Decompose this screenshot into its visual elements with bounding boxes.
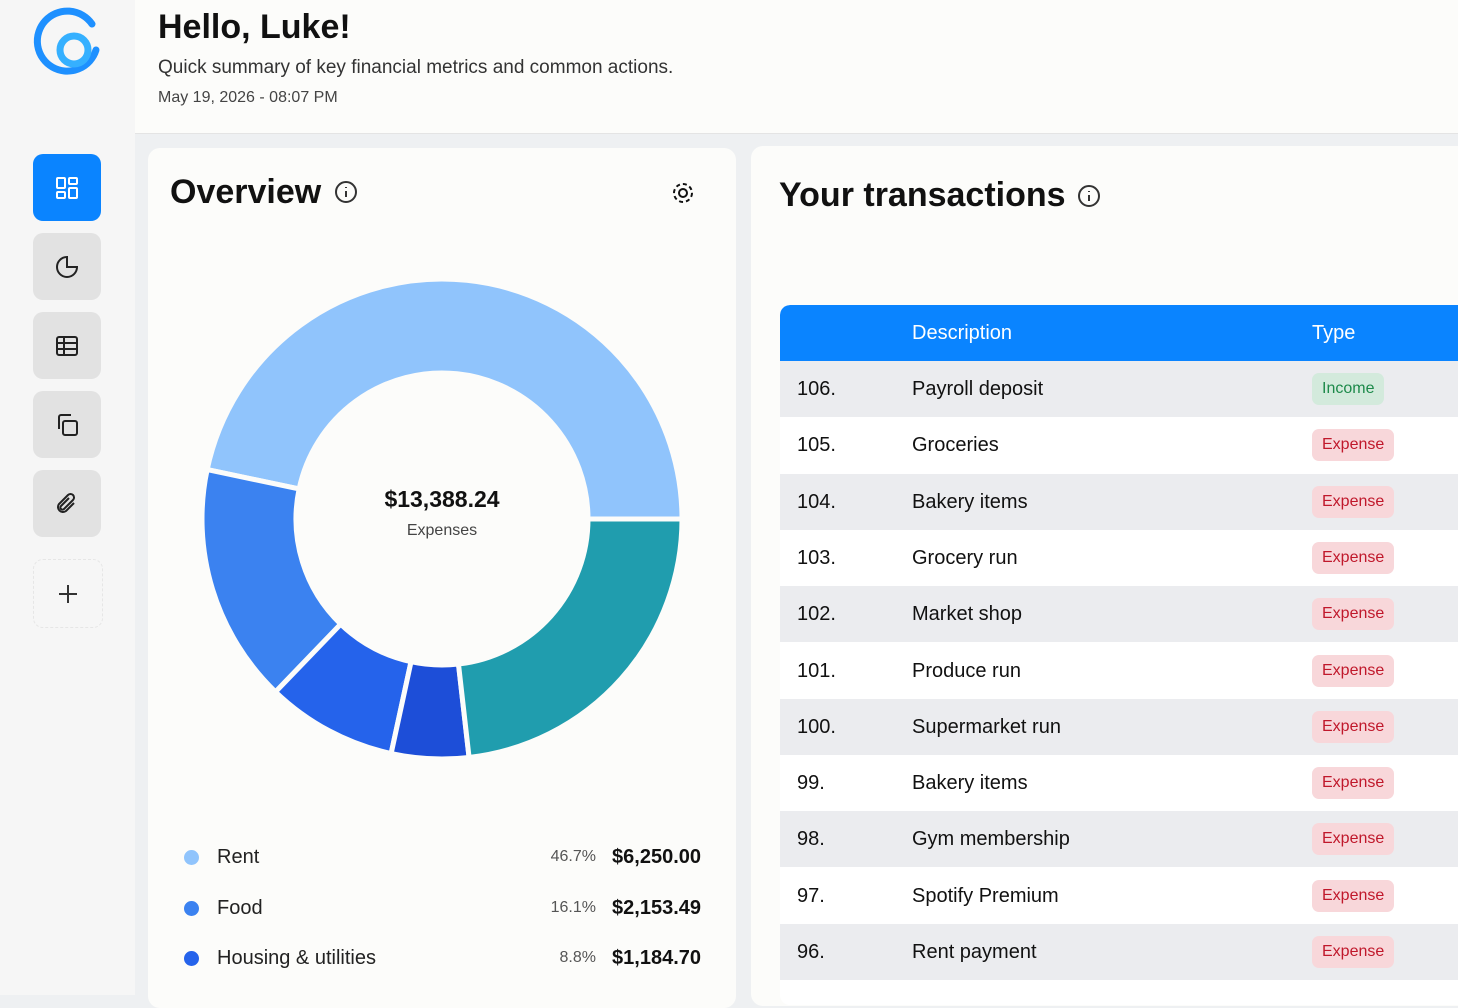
legend-item: Housing & utilities 8.8% $1,184.70 [176, 943, 736, 973]
legend-item: Food 16.1% $2,153.49 [176, 893, 736, 923]
overview-card: Overview $13,388.24 Expenses Rent 46.7% $6… [148, 148, 736, 1008]
legend-label: Food [217, 896, 263, 919]
row-description: Gym membership [912, 828, 1070, 851]
header: Hello, Luke! Quick summary of key financ… [135, 0, 1458, 134]
legend-dot [184, 951, 199, 966]
legend-percent: 16.1% [550, 898, 596, 916]
table-row: 106. Payroll deposit Income [780, 361, 1458, 417]
row-description: Bakery items [912, 772, 1028, 795]
type-badge: Expense [1312, 654, 1395, 687]
table-row: 98. Gym membership Expense [780, 811, 1458, 868]
row-number: 100. [797, 715, 836, 738]
type-badge: Expense [1312, 429, 1395, 462]
donut-segment [388, 658, 472, 762]
type-badge: Expense [1312, 541, 1395, 574]
nav-table[interactable] [33, 312, 101, 379]
donut-segment [271, 620, 415, 757]
legend-label: Rent [217, 846, 260, 868]
row-description: Bakery items [912, 490, 1028, 513]
center-value: $13,388.24 [384, 486, 500, 512]
settings-icon[interactable] [670, 180, 696, 206]
info-icon[interactable] [334, 180, 358, 204]
table-row: 97. Spotify Premium Expense [780, 867, 1458, 924]
row-number: 97. [797, 884, 825, 907]
row-number: 98. [797, 828, 825, 851]
legend-dot [184, 900, 199, 916]
date: May 19, 2026 - 08:07 PM [158, 89, 338, 106]
row-description: Market shop [912, 603, 1023, 626]
table-row: 103. Grocery run Expense [780, 529, 1458, 586]
row-description: Spotify Premium [912, 884, 1059, 907]
greeting: Hello, Luke! [158, 8, 351, 46]
legend-amount: $2,153.49 [612, 896, 701, 919]
type-badge: Expense [1312, 823, 1395, 856]
row-number: 102. [797, 603, 836, 626]
row-description: Grocery run [912, 546, 1018, 569]
logo [33, 7, 100, 75]
row-description: Produce run [912, 659, 1021, 682]
column-header: Type [1312, 322, 1356, 344]
legend-percent: 8.8% [559, 949, 596, 966]
donut-chart [199, 276, 685, 762]
overview-title: Overview [170, 173, 322, 211]
legend-label: Housing & utilities [217, 947, 376, 969]
legend-percent: 46.7% [550, 848, 596, 865]
type-badge: Income [1312, 373, 1385, 405]
table-row: 105. Groceries Expense [780, 417, 1458, 474]
table-header [780, 305, 1458, 361]
type-badge: Expense [1312, 485, 1395, 518]
transactions-table: Description Type 106. Payroll deposit Income… [780, 305, 1458, 1005]
type-badge: Expense [1312, 767, 1395, 800]
row-number: 99. [797, 772, 825, 795]
nav-copy[interactable] [33, 391, 101, 458]
transactions-title: Your transactions [779, 176, 1066, 214]
donut-segment [199, 466, 345, 696]
row-number: 96. [797, 941, 825, 963]
row-description: Payroll deposit [912, 378, 1044, 400]
legend-amount: $6,250.00 [612, 846, 701, 868]
donut-segment [455, 516, 685, 761]
column-header: Description [912, 322, 1013, 344]
table-row: 99. Bakery items Expense [780, 755, 1458, 812]
nav-add[interactable] [33, 559, 103, 628]
row-number: 103. [797, 546, 836, 569]
legend-item: Rent 46.7% $6,250.00 [176, 842, 736, 872]
sidebar [0, 0, 135, 995]
row-description: Groceries [912, 434, 999, 457]
transactions-card: Your transactions Description Type 106. Pay… [751, 146, 1458, 1006]
row-number: 106. [797, 378, 836, 400]
subtitle: Quick summary of key financial metrics a… [158, 57, 674, 78]
row-number: 104. [797, 490, 836, 513]
legend-dot [184, 850, 199, 865]
type-badge: Expense [1312, 879, 1395, 912]
center-label: Expenses [406, 522, 478, 539]
table-row: 104. Bakery items Expense [780, 473, 1458, 530]
info-icon[interactable] [1077, 184, 1101, 208]
nav-charts[interactable] [33, 233, 101, 300]
table-row: 100. Supermarket run Expense [780, 698, 1458, 755]
row-description: Supermarket run [912, 715, 1061, 738]
nav-attach[interactable] [33, 470, 101, 537]
row-number: 101. [797, 659, 836, 682]
type-badge: Expense [1312, 598, 1395, 631]
legend: Rent 46.7% $6,250.00 Food 16.1% $2,153.49 Hous… [176, 842, 736, 1002]
type-badge: Expense [1312, 710, 1395, 743]
nav-dashboard[interactable] [33, 154, 101, 221]
donut-segment [204, 276, 685, 522]
table-row: 102. Market shop Expense [780, 586, 1458, 643]
type-badge: Expense [1312, 936, 1395, 968]
row-description: Rent payment [912, 941, 1037, 963]
table-row: 96. Rent payment Expense [780, 924, 1458, 980]
row-number: 105. [797, 434, 836, 457]
legend-amount: $1,184.70 [612, 947, 701, 969]
table-row: 101. Produce run Expense [780, 642, 1458, 699]
